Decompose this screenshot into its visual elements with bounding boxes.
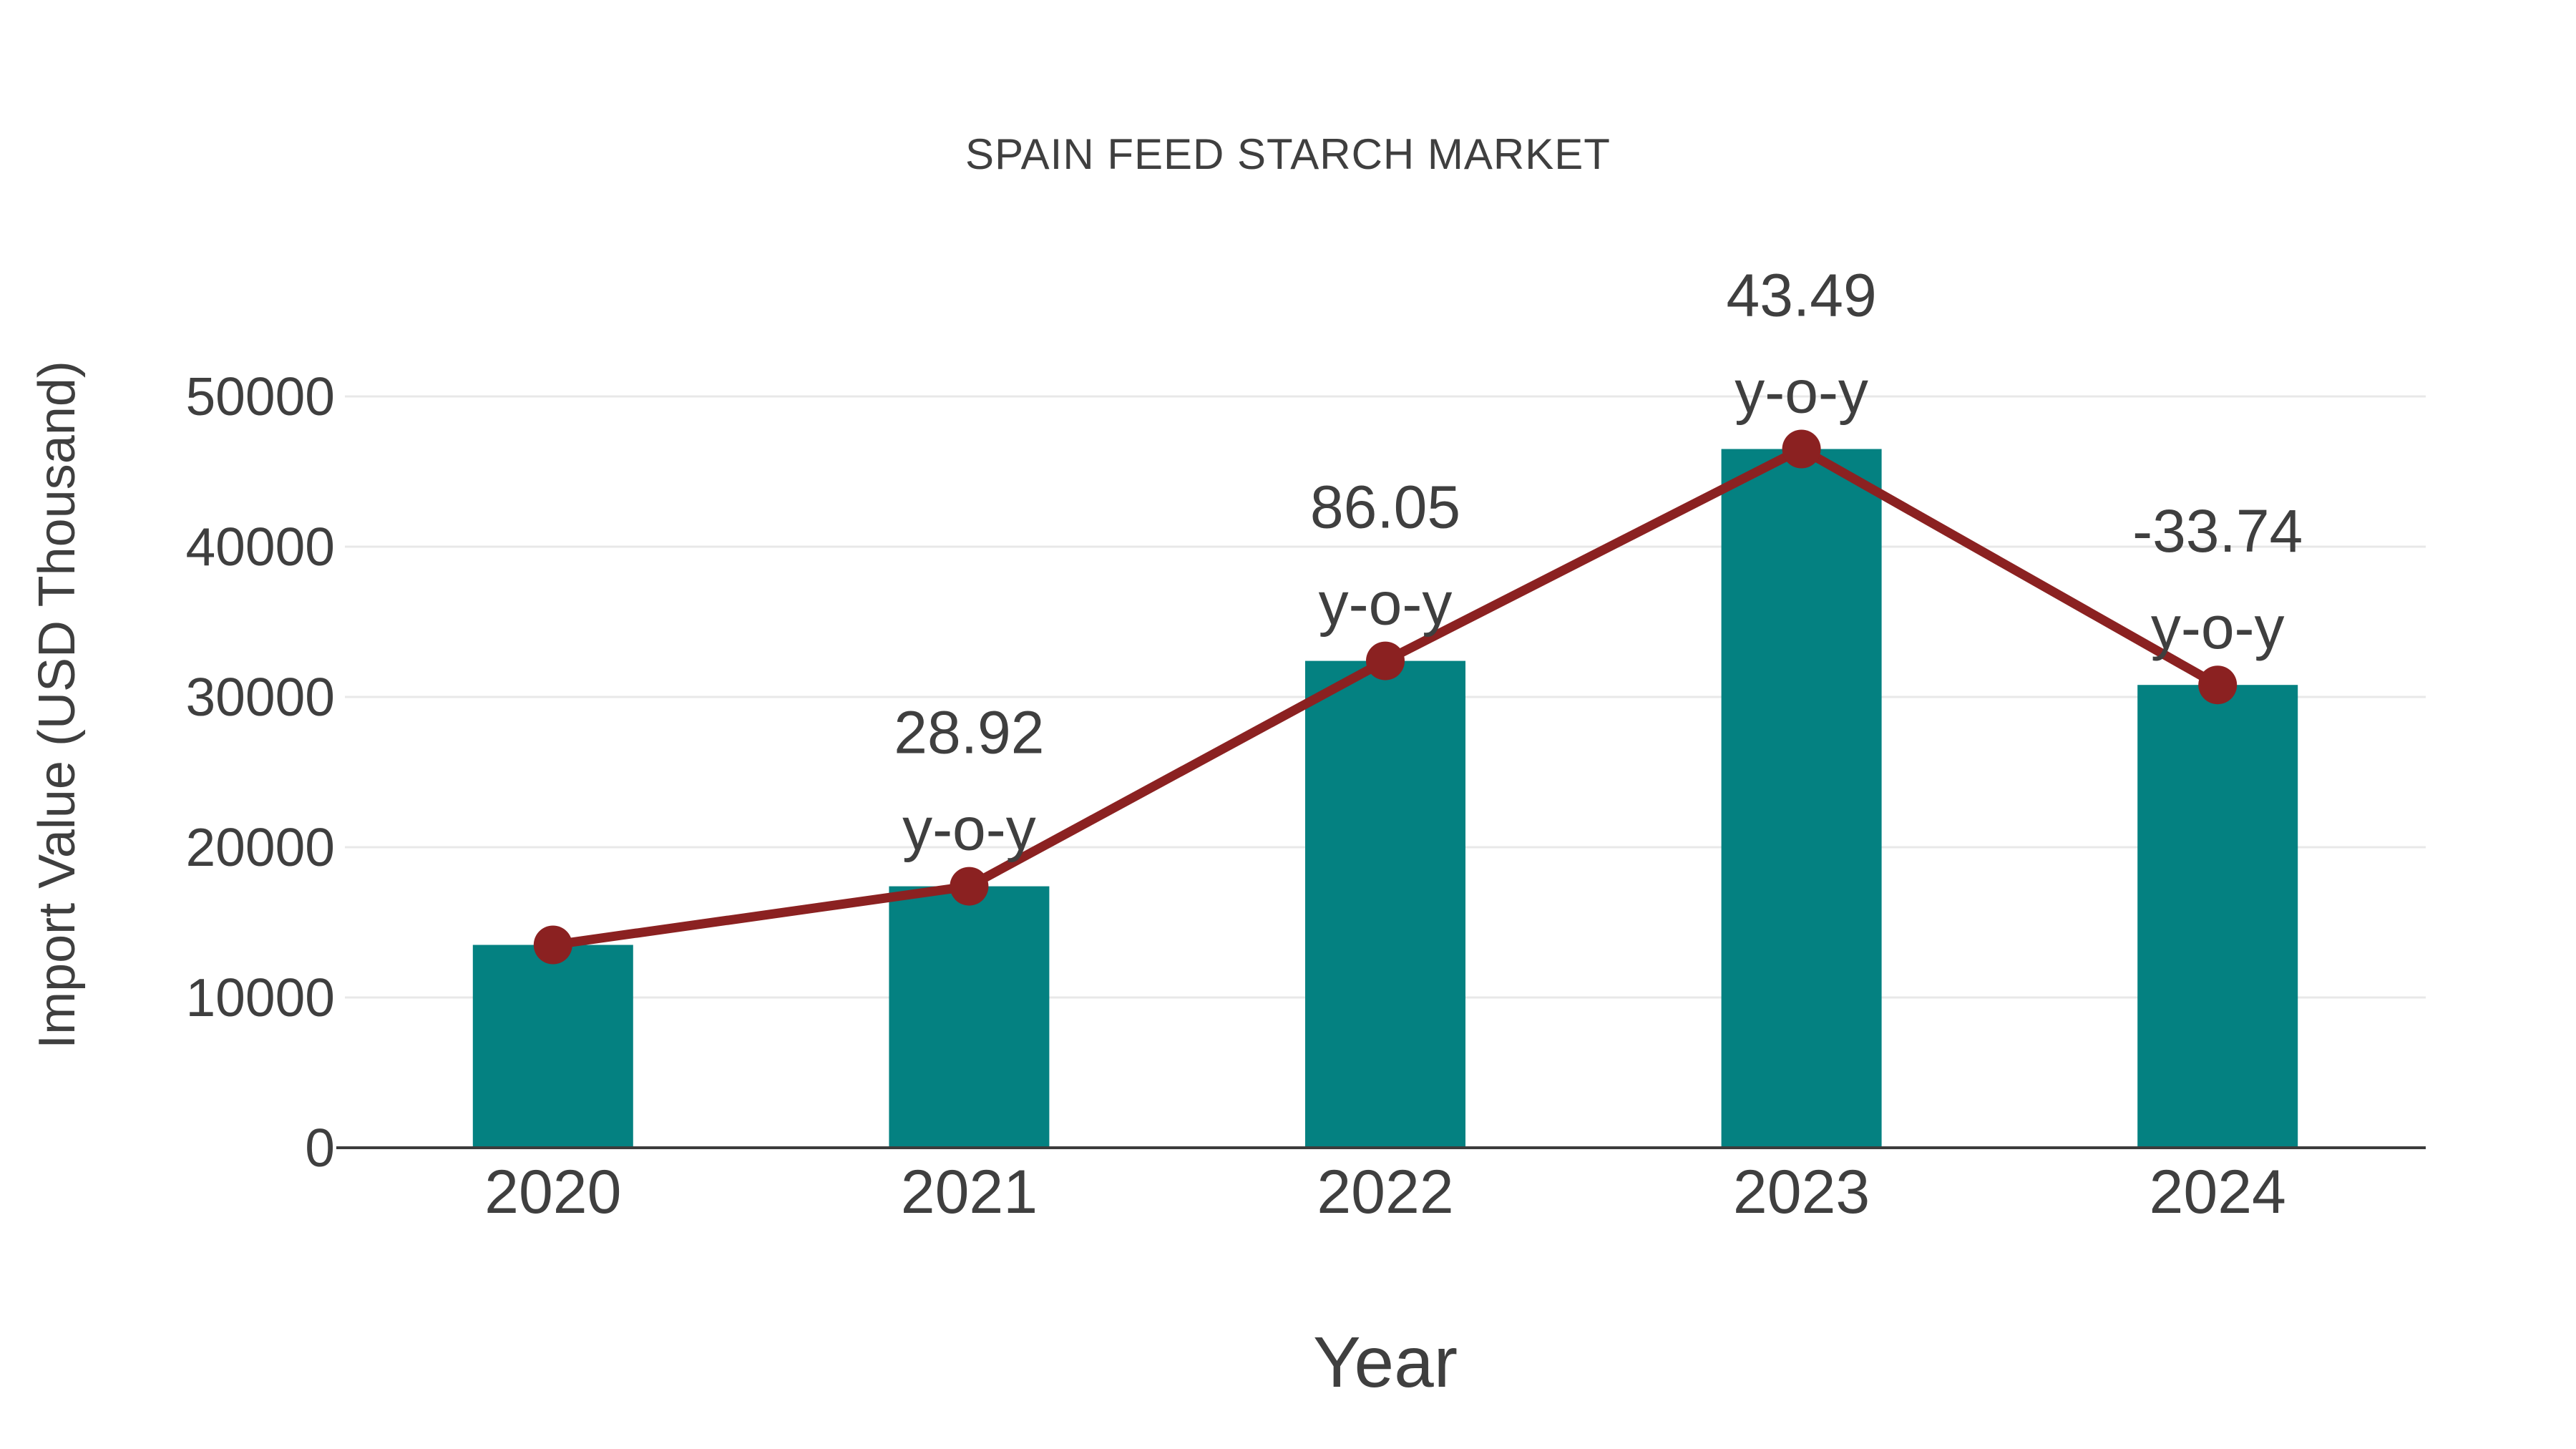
marker-2022 [1366, 641, 1405, 680]
annotation-2021-value: 28.92 [894, 699, 1044, 766]
y-tick-label-40000: 40000 [185, 517, 335, 577]
x-axis-title: Year [1312, 1322, 1458, 1402]
bar-2023 [1721, 449, 1882, 1148]
x-tick-label-2022: 2022 [1317, 1158, 1453, 1226]
marker-2020 [533, 925, 572, 965]
bar-2020 [472, 945, 633, 1148]
x-tick-label-2021: 2021 [901, 1158, 1038, 1226]
bar-2021 [889, 886, 1050, 1148]
marker-2024 [2198, 665, 2238, 705]
y-tick-label-30000: 30000 [185, 667, 335, 727]
annotation-2024-value: -33.74 [2132, 497, 2303, 565]
y-tick-label-50000: 50000 [185, 366, 335, 426]
marker-2021 [950, 867, 989, 906]
x-tick-label-2023: 2023 [1733, 1158, 1870, 1226]
y-tick-label-20000: 20000 [185, 817, 335, 877]
bar-2022 [1305, 660, 1465, 1148]
marker-2023 [1782, 429, 1821, 469]
x-tick-label-2020: 2020 [484, 1158, 621, 1226]
bar-2024 [2137, 685, 2298, 1148]
y-tick-label-0: 0 [305, 1118, 335, 1178]
annotation-2023-suffix: y-o-y [1735, 358, 1868, 426]
x-tick-label-2024: 2024 [2150, 1158, 2286, 1226]
chart-title: SPAIN FEED STARCH MARKET [965, 130, 1611, 178]
annotation-2022-suffix: y-o-y [1319, 570, 1453, 638]
y-tick-label-10000: 10000 [185, 967, 335, 1028]
annotation-2024-suffix: y-o-y [2151, 594, 2285, 661]
annotation-2021-suffix: y-o-y [902, 796, 1036, 863]
annotation-2022-value: 86.05 [1310, 474, 1460, 541]
annotation-2023-value: 43.49 [1726, 262, 1876, 329]
